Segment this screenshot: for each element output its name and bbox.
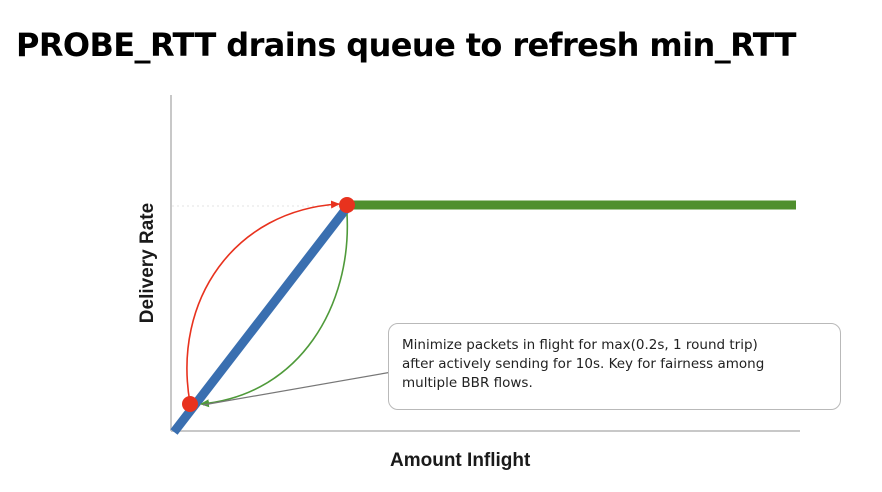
callout-line-1: Minimize packets in flight for max(0.2s,…: [402, 337, 758, 353]
callout-line-3: multiple BBR flows.: [402, 375, 533, 391]
rising-line: [170, 202, 353, 435]
callout-box: Minimize packets in flight for max(0.2s,…: [388, 323, 841, 410]
bdp-point: [339, 197, 355, 213]
slide-title: PROBE_RTT drains queue to refresh min_RT…: [16, 26, 796, 64]
callout-line-2: after actively sending for 10s. Key for …: [402, 356, 765, 372]
low-inflight-point: [182, 396, 198, 412]
forward-arrow: [186, 200, 340, 404]
return-arrow: [200, 213, 349, 408]
x-axis-label: Amount Inflight: [390, 450, 531, 471]
y-axis-label: Delivery Rate: [137, 202, 158, 324]
callout-pointer: [202, 371, 393, 406]
